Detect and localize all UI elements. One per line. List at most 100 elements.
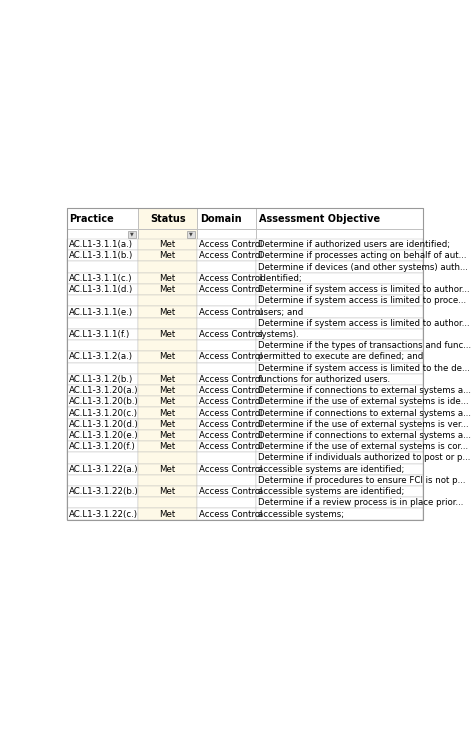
Text: Met: Met — [159, 252, 176, 260]
Bar — [138, 295, 197, 306]
Bar — [138, 430, 197, 441]
Bar — [197, 475, 256, 486]
Text: Determine if connections to external systems a...: Determine if connections to external sys… — [258, 431, 471, 440]
Bar — [138, 351, 197, 362]
Text: AC.L1-3.1.20(a.): AC.L1-3.1.20(a.) — [69, 386, 138, 395]
Text: Access Control: Access Control — [199, 510, 263, 518]
Bar — [66, 418, 138, 430]
Bar — [256, 453, 423, 464]
Text: ▼: ▼ — [130, 232, 134, 237]
Bar — [197, 273, 256, 284]
Bar — [197, 509, 256, 520]
Bar — [256, 430, 423, 441]
Text: Access Control: Access Control — [199, 431, 263, 440]
Bar — [138, 208, 197, 230]
Bar — [256, 362, 423, 374]
Bar — [256, 418, 423, 430]
Bar — [138, 418, 197, 430]
Bar — [197, 306, 256, 318]
Bar — [256, 441, 423, 453]
Text: Access Control: Access Control — [199, 464, 263, 474]
Text: identified;: identified; — [258, 274, 302, 283]
Text: Domain: Domain — [200, 214, 242, 224]
Bar — [197, 486, 256, 497]
Text: Determine if system access is limited to author...: Determine if system access is limited to… — [258, 319, 470, 328]
Bar — [66, 497, 138, 509]
Text: Determine if a review process is in place prior...: Determine if a review process is in plac… — [258, 499, 464, 507]
Text: accessible systems are identified;: accessible systems are identified; — [258, 487, 404, 496]
Text: Met: Met — [159, 330, 176, 339]
Bar — [256, 329, 423, 340]
Text: Access Control: Access Control — [199, 443, 263, 451]
Bar — [197, 464, 256, 475]
Bar — [197, 295, 256, 306]
Text: AC.L1-3.1.1(d.): AC.L1-3.1.1(d.) — [69, 285, 133, 294]
Text: Access Control: Access Control — [199, 308, 263, 316]
Text: Met: Met — [159, 464, 176, 474]
Text: Access Control: Access Control — [199, 352, 263, 362]
Bar — [66, 273, 138, 284]
Bar — [256, 340, 423, 351]
Text: Determine if procedures to ensure FCI is not p...: Determine if procedures to ensure FCI is… — [258, 476, 465, 485]
Text: Met: Met — [159, 375, 176, 384]
Text: AC.L1-3.1.20(d.): AC.L1-3.1.20(d.) — [69, 420, 138, 429]
Text: permitted to execute are defined; and: permitted to execute are defined; and — [258, 352, 423, 362]
Bar — [138, 273, 197, 284]
Bar — [197, 362, 256, 374]
Bar — [256, 475, 423, 486]
Bar — [256, 262, 423, 273]
Text: AC.L1-3.1.20(e.): AC.L1-3.1.20(e.) — [69, 431, 138, 440]
Text: accessible systems;: accessible systems; — [258, 510, 344, 518]
Bar — [66, 374, 138, 385]
Bar — [256, 306, 423, 318]
Bar — [138, 362, 197, 374]
Text: functions for authorized users.: functions for authorized users. — [258, 375, 390, 384]
Text: Determine if authorized users are identified;: Determine if authorized users are identi… — [258, 240, 450, 249]
Bar — [138, 250, 197, 262]
Bar — [66, 408, 138, 418]
Bar — [256, 397, 423, 408]
Text: Determine if connections to external systems a...: Determine if connections to external sys… — [258, 408, 471, 418]
Bar — [197, 418, 256, 430]
Bar — [66, 295, 138, 306]
Text: Determine if the use of external systems is ver...: Determine if the use of external systems… — [258, 420, 469, 429]
Text: Determine if connections to external systems a...: Determine if connections to external sys… — [258, 386, 471, 395]
Text: Met: Met — [159, 443, 176, 451]
Bar — [256, 385, 423, 397]
Text: Access Control: Access Control — [199, 397, 263, 406]
Text: Determine if the use of external systems is cor...: Determine if the use of external systems… — [258, 443, 468, 451]
Bar — [66, 430, 138, 441]
Text: AC.L1-3.1.20(c.): AC.L1-3.1.20(c.) — [69, 408, 138, 418]
Text: AC.L1-3.1.1(e.): AC.L1-3.1.1(e.) — [69, 308, 133, 316]
Bar — [138, 497, 197, 509]
Bar — [197, 284, 256, 295]
Bar — [256, 408, 423, 418]
Bar — [66, 475, 138, 486]
Text: users; and: users; and — [258, 308, 303, 316]
Bar — [66, 453, 138, 464]
Bar — [138, 329, 197, 340]
Bar — [138, 385, 197, 397]
Text: AC.L1-3.1.22(b.): AC.L1-3.1.22(b.) — [69, 487, 138, 496]
Text: Access Control: Access Control — [199, 330, 263, 339]
Bar — [66, 441, 138, 453]
Bar — [66, 362, 138, 374]
Text: Access Control: Access Control — [199, 285, 263, 294]
Text: Assessment Objective: Assessment Objective — [259, 214, 380, 224]
Bar — [66, 208, 423, 520]
Bar — [128, 231, 137, 238]
Bar — [66, 230, 138, 239]
Bar — [197, 318, 256, 329]
Text: Practice: Practice — [70, 214, 114, 224]
Bar — [138, 408, 197, 418]
Bar — [197, 329, 256, 340]
Bar — [256, 374, 423, 385]
Bar — [138, 284, 197, 295]
Bar — [197, 408, 256, 418]
Bar — [197, 262, 256, 273]
Text: Determine if the types of transactions and func...: Determine if the types of transactions a… — [258, 341, 471, 350]
Bar — [256, 208, 423, 230]
Bar — [66, 239, 138, 250]
Bar — [256, 318, 423, 329]
Bar — [256, 464, 423, 475]
